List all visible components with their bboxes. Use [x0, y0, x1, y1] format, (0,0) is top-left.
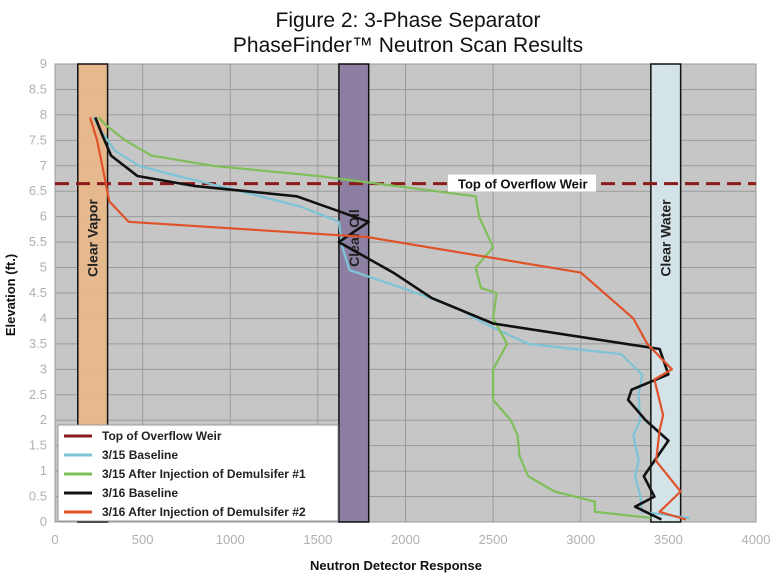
y-tick-label: 5.5	[29, 234, 47, 249]
weir-label-bg	[448, 174, 596, 192]
band-label: Clear Water	[658, 199, 674, 277]
y-tick-label: 4	[40, 310, 47, 325]
x-tick-label: 1500	[303, 532, 332, 547]
y-tick-label: 3	[40, 361, 47, 376]
x-tick-label: 1000	[216, 532, 245, 547]
y-tick-label: 8.5	[29, 81, 47, 96]
y-tick-label: 3.5	[29, 336, 47, 351]
series-line	[97, 116, 652, 519]
y-tick-label: 9	[40, 56, 47, 71]
legend-label: 3/15 Baseline	[102, 448, 178, 462]
weir: Top of Overflow Weir	[55, 174, 756, 192]
legend-box	[57, 424, 339, 522]
y-tick-label: 2	[40, 412, 47, 427]
y-tick-label: 0.5	[29, 489, 47, 504]
legend-label: 3/16 After Injection of Demulsifer #2	[102, 505, 306, 519]
y-tick-label: 1	[40, 463, 47, 478]
chart-title: Figure 2: 3-Phase Separator	[276, 9, 541, 32]
y-tick-label: 5	[40, 260, 47, 275]
x-tick-label: 3500	[654, 532, 683, 547]
series-line	[94, 116, 670, 521]
x-axis-label: Neutron Detector Response	[310, 558, 482, 573]
band-label: Clear Vapor	[85, 199, 101, 277]
x-tick-label: 4000	[742, 532, 771, 547]
x-tick-label: 2500	[479, 532, 508, 547]
y-tick-label: 2.5	[29, 387, 47, 402]
legend-label: 3/16 Baseline	[102, 486, 178, 500]
x-tick-label: 500	[132, 532, 154, 547]
y-tick-label: 7.5	[29, 132, 47, 147]
y-tick-label: 4.5	[29, 285, 47, 300]
legend: Top of Overflow Weir 3/15 Baseline 3/15 Af…	[57, 424, 339, 522]
series-line	[92, 116, 690, 519]
x-tick-label: 3000	[566, 532, 595, 547]
legend-label: 3/15 After Injection of Demulsifer #1	[102, 467, 306, 481]
y-axis-label: Elevation (ft.)	[3, 254, 18, 336]
band	[338, 63, 370, 523]
legend-label: Top of Overflow Weir	[102, 429, 222, 443]
series-line	[89, 117, 687, 521]
y-tick-label: 6	[40, 209, 47, 224]
series-lines	[89, 116, 690, 521]
y-tick-label: 6.5	[29, 183, 47, 198]
weir-label: Top of Overflow Weir	[458, 177, 588, 192]
chart-subtitle: PhaseFinder™ Neutron Scan Results	[233, 34, 583, 57]
y-tick-label: 1.5	[29, 438, 47, 453]
y-tick-label: 8	[40, 107, 47, 122]
y-tick-label: 0	[40, 514, 47, 529]
grid	[54, 63, 757, 523]
x-tick-label: 0	[51, 532, 58, 547]
band	[650, 63, 682, 523]
ticks: 0 0.5 1 1.5 2 2.5 3 3.5 4 4.5 5 5.5 6 6.5 7 7.5 8 8.5 9 0 50…	[29, 56, 771, 547]
bands: Clear Vapor Clear Oil Clear Water	[77, 63, 682, 523]
y-tick-label: 7	[40, 158, 47, 173]
x-tick-label: 2000	[391, 532, 420, 547]
